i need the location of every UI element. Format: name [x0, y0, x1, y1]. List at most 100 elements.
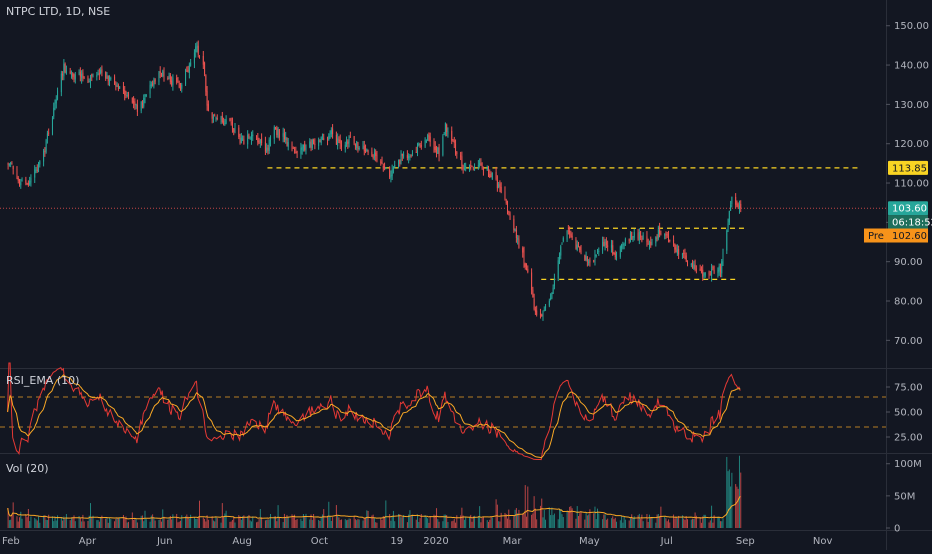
- volume-bar: [436, 508, 438, 528]
- volume-bar: [26, 517, 28, 528]
- volume-bar: [35, 519, 37, 528]
- candle-body: [54, 103, 56, 109]
- candle-body: [570, 233, 572, 237]
- candle-body: [283, 133, 285, 140]
- volume-bar: [330, 520, 332, 528]
- candle-body: [126, 94, 128, 96]
- volume-bar: [153, 517, 155, 528]
- volume-bar: [513, 516, 515, 528]
- volume-bar: [536, 519, 538, 528]
- rsi-tick-label: 25.00: [894, 433, 923, 444]
- candle-body: [178, 83, 180, 88]
- candle-body: [425, 140, 427, 142]
- candle-body: [685, 255, 687, 262]
- candle-body: [372, 156, 374, 159]
- candle-body: [335, 134, 337, 145]
- candle-body: [398, 161, 400, 165]
- candle-body: [238, 127, 240, 138]
- volume-bar: [346, 520, 348, 528]
- candle-body: [465, 166, 467, 168]
- volume-bar: [285, 517, 287, 528]
- candle-body: [30, 177, 32, 183]
- candle-body: [518, 239, 520, 248]
- volume-bar: [89, 503, 91, 528]
- volume-bar: [45, 519, 47, 528]
- volume-bar: [640, 519, 642, 528]
- volume-bar: [34, 517, 36, 528]
- candle-body: [73, 75, 75, 79]
- volume-bar: [140, 515, 142, 528]
- time-axis-label: 19: [390, 536, 403, 547]
- volume-bar: [613, 519, 615, 528]
- volume-bar: [117, 518, 119, 528]
- candle-body: [411, 152, 413, 155]
- volume-bar: [567, 511, 569, 528]
- pre-market-badge-bg: [864, 228, 928, 243]
- volume-bar: [597, 508, 599, 528]
- candle-body: [305, 147, 307, 151]
- volume-bar: [82, 514, 84, 528]
- candle-body: [135, 104, 137, 106]
- candle-body: [169, 74, 171, 83]
- candle-body: [207, 103, 209, 112]
- price-tick-label: 90.00: [894, 257, 923, 268]
- candle-body: [205, 75, 207, 92]
- volume-bar: [655, 522, 657, 528]
- candle-body: [65, 70, 67, 74]
- candle-body: [240, 137, 242, 143]
- volume-bar: [240, 519, 242, 528]
- volume-bar: [491, 517, 493, 528]
- candle-body: [442, 136, 444, 156]
- volume-bar: [149, 521, 151, 528]
- volume-bar: [335, 505, 337, 528]
- candle-body: [686, 260, 688, 265]
- candle-body: [243, 139, 245, 144]
- candle-body: [128, 93, 130, 97]
- rsi-indicator-title[interactable]: RSI_EMA (10): [6, 374, 80, 387]
- candle-body: [97, 73, 99, 75]
- candle-body: [17, 177, 19, 181]
- volume-bar: [681, 515, 683, 528]
- volume-bar: [498, 521, 500, 528]
- volume-bar: [17, 521, 19, 528]
- volume-bar: [693, 518, 695, 528]
- candle-body: [401, 153, 403, 156]
- candle-body: [447, 131, 449, 134]
- pre-market-label: Pre: [868, 231, 884, 242]
- candle-body: [110, 77, 112, 80]
- volume-bar: [429, 515, 431, 528]
- volume-bar: [337, 515, 339, 528]
- candle-body: [428, 135, 430, 138]
- volume-bar: [490, 516, 492, 528]
- candle-body: [337, 138, 339, 147]
- volume-bar: [44, 515, 46, 528]
- candle-body: [593, 260, 595, 262]
- candle-body: [292, 147, 294, 149]
- candle-body: [348, 136, 350, 144]
- volume-bar: [522, 514, 524, 528]
- candle-body: [149, 85, 151, 94]
- candle-body: [353, 136, 355, 144]
- candle-body: [481, 166, 483, 168]
- volume-bar: [20, 511, 22, 528]
- volume-bar: [641, 514, 643, 528]
- volume-bar: [424, 515, 426, 528]
- candle-body: [633, 232, 635, 238]
- volume-indicator-title[interactable]: Vol (20): [6, 462, 49, 475]
- candle-body: [122, 86, 124, 91]
- candle-body: [257, 137, 259, 143]
- volume-bar: [27, 509, 29, 528]
- volume-bar: [389, 514, 391, 528]
- volume-bar: [264, 520, 266, 528]
- volume-bar: [717, 516, 719, 528]
- time-axis-label: Apr: [79, 536, 97, 547]
- candle-body: [101, 69, 103, 73]
- candle-body: [594, 254, 596, 261]
- volume-bar: [339, 519, 341, 528]
- volume-bar: [256, 522, 258, 528]
- candle-body: [619, 246, 621, 257]
- candle-body: [605, 241, 607, 246]
- volume-bar: [16, 516, 18, 528]
